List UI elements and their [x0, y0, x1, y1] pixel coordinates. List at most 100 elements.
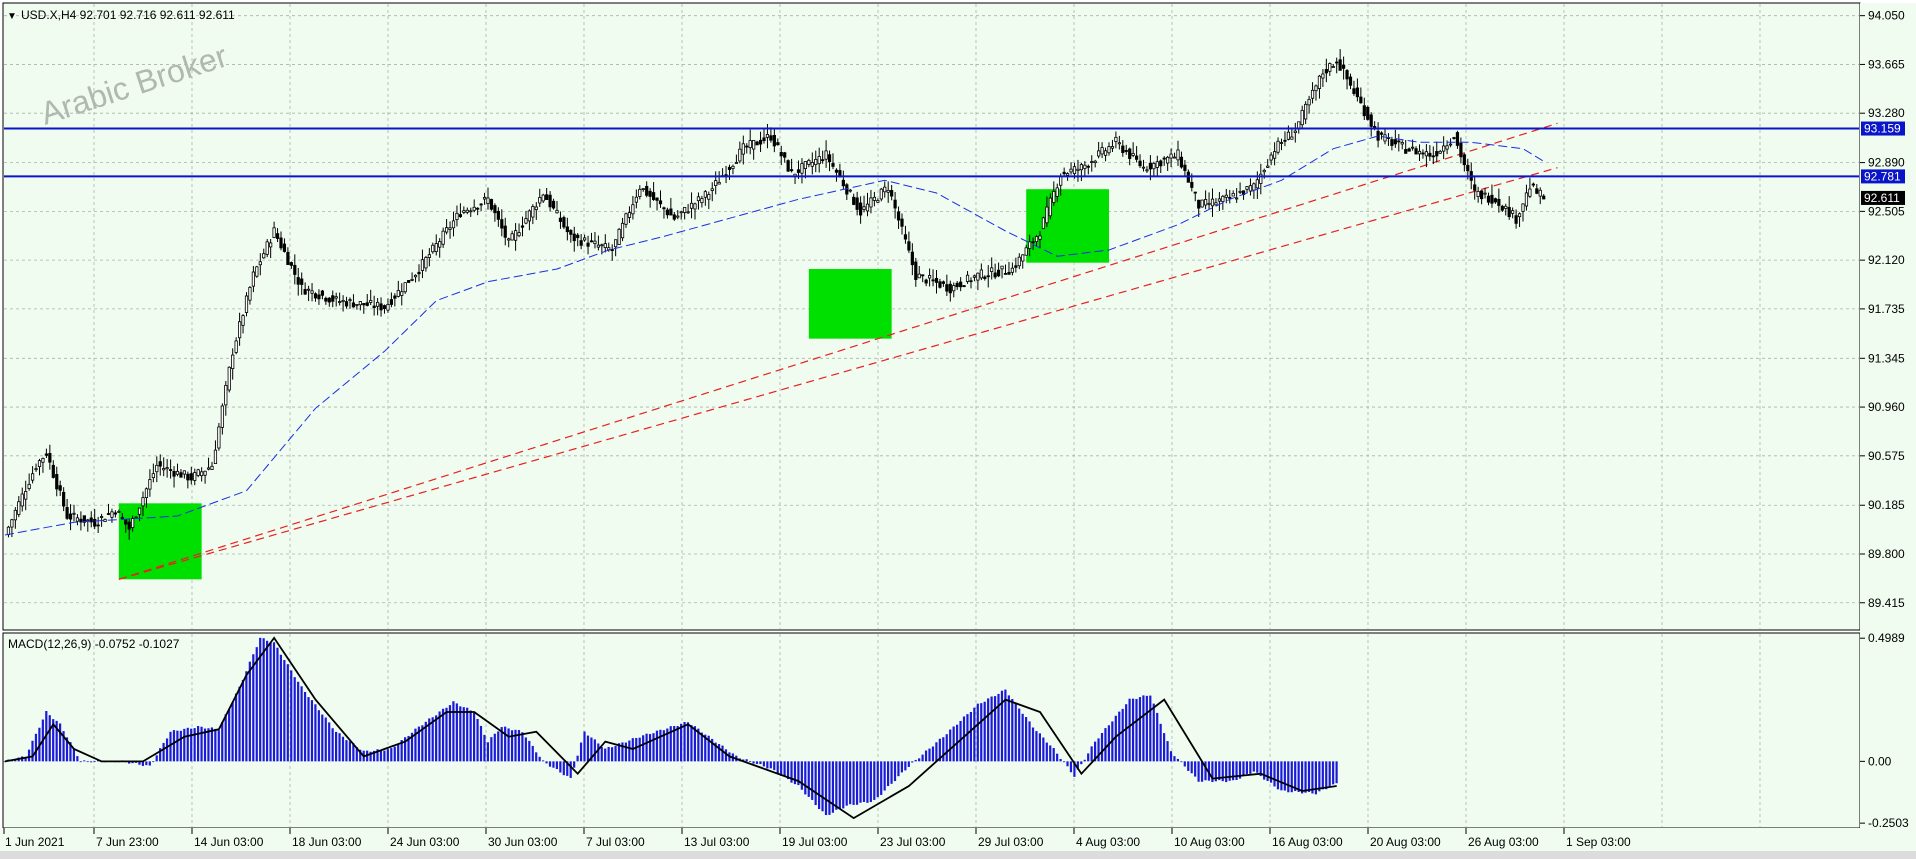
- candle-body: [745, 145, 749, 148]
- candle-body: [1266, 165, 1270, 168]
- y-tick-label: 90.185: [1868, 498, 1905, 512]
- macd-histogram-bar: [400, 740, 403, 762]
- candle-body: [879, 188, 883, 200]
- macd-histogram-bar: [459, 706, 462, 762]
- candle-body: [1473, 184, 1477, 191]
- candle-body: [465, 209, 469, 213]
- macd-histogram-bar: [911, 761, 914, 763]
- macd-histogram-bar: [290, 670, 293, 762]
- macd-histogram-bar: [59, 723, 62, 762]
- chart-menu-arrow[interactable]: ▼: [7, 11, 17, 22]
- trend-line: [118, 122, 1558, 580]
- macd-histogram-bar: [390, 748, 393, 762]
- macd-histogram-bar: [938, 738, 941, 762]
- macd-histogram-bar: [197, 725, 200, 762]
- candle-body: [293, 264, 297, 275]
- candle-body: [1466, 164, 1470, 172]
- candle-body: [503, 225, 507, 238]
- candle-body: [131, 518, 135, 529]
- candle-body: [669, 208, 673, 216]
- candle-body: [82, 515, 86, 523]
- candle-body: [772, 134, 776, 147]
- candle-body: [1107, 146, 1111, 154]
- candle-body: [679, 211, 683, 214]
- candle-body: [620, 222, 625, 239]
- candle-body: [890, 190, 894, 197]
- macd-histogram-bar: [800, 761, 803, 790]
- candle-body: [983, 276, 987, 279]
- macd-histogram-bar: [424, 721, 427, 762]
- candle-body: [589, 240, 594, 243]
- macd-histogram-bar: [300, 686, 303, 762]
- macd-histogram-bar: [155, 755, 158, 762]
- candle-body: [324, 297, 328, 302]
- macd-histogram-bar: [1269, 761, 1273, 783]
- candle-body: [959, 281, 963, 288]
- x-tick-label: 16 Aug 03:00: [1272, 835, 1343, 849]
- candle-body: [762, 137, 766, 142]
- candle-body: [1369, 114, 1373, 127]
- candle-body: [810, 162, 814, 167]
- macd-histogram-bar: [666, 728, 669, 762]
- candle-body: [1445, 145, 1449, 150]
- candle-body: [934, 277, 939, 283]
- candle-body: [144, 488, 149, 498]
- candle-body: [1210, 198, 1215, 207]
- macd-histogram-bar: [159, 748, 162, 762]
- macd-histogram-bar: [693, 726, 696, 762]
- candle-body: [1159, 160, 1163, 167]
- x-tick-label: 14 Jun 03:00: [194, 835, 264, 849]
- macd-histogram-bar: [355, 747, 358, 762]
- candle-body: [903, 234, 908, 240]
- candle-body: [1359, 96, 1363, 104]
- macd-histogram-bar: [690, 725, 693, 762]
- macd-histogram-bar: [1314, 761, 1317, 795]
- macd-histogram-bar: [897, 761, 900, 777]
- macd-histogram-bar: [352, 743, 355, 762]
- macd-histogram-bar: [1125, 704, 1128, 762]
- candle-body: [1041, 217, 1046, 230]
- candle-body: [941, 281, 946, 284]
- candle-body: [372, 305, 376, 309]
- candle-body: [607, 247, 611, 251]
- macd-histogram-bar: [514, 729, 517, 762]
- candle-body: [1538, 189, 1542, 197]
- candle-body: [638, 188, 642, 197]
- candle-body: [783, 152, 787, 158]
- candle-body: [755, 141, 759, 146]
- macd-histogram-bar: [1273, 761, 1276, 787]
- candle-body: [1338, 59, 1342, 71]
- x-tick-label: 26 Aug 03:00: [1468, 835, 1539, 849]
- candle-body: [717, 182, 721, 185]
- candle-body: [403, 282, 407, 293]
- candle-body: [424, 257, 428, 269]
- candle-body: [1128, 148, 1132, 159]
- macd-histogram-bar: [952, 726, 955, 762]
- candle-body: [168, 469, 173, 471]
- candle-body: [124, 519, 128, 525]
- candle-body: [1179, 156, 1184, 168]
- candle-body: [600, 244, 604, 247]
- macd-histogram-bar: [1138, 697, 1142, 762]
- candle-body: [1066, 173, 1070, 176]
- level-price-tag: 93.159: [1864, 122, 1901, 136]
- y-tick-label: 89.415: [1868, 596, 1905, 610]
- candle-body: [517, 232, 521, 237]
- y-tick-label: 90.960: [1868, 400, 1905, 414]
- macd-histogram-bar: [559, 761, 562, 773]
- macd-histogram-bar: [1163, 733, 1166, 762]
- candle-body: [496, 210, 500, 220]
- candle-body: [962, 285, 966, 288]
- candle-body: [1286, 131, 1290, 140]
- macd-histogram-bar: [210, 727, 213, 762]
- macd-histogram-bar: [797, 761, 800, 786]
- candle-body: [30, 473, 35, 481]
- candle-body: [431, 244, 435, 253]
- macd-histogram-bar: [814, 761, 817, 806]
- candle-body: [752, 139, 756, 150]
- macd-histogram-bar: [397, 744, 400, 762]
- macd-histogram-bar: [659, 729, 662, 762]
- candle-body: [969, 280, 973, 283]
- candle-body: [110, 511, 114, 518]
- candle-body: [520, 225, 525, 228]
